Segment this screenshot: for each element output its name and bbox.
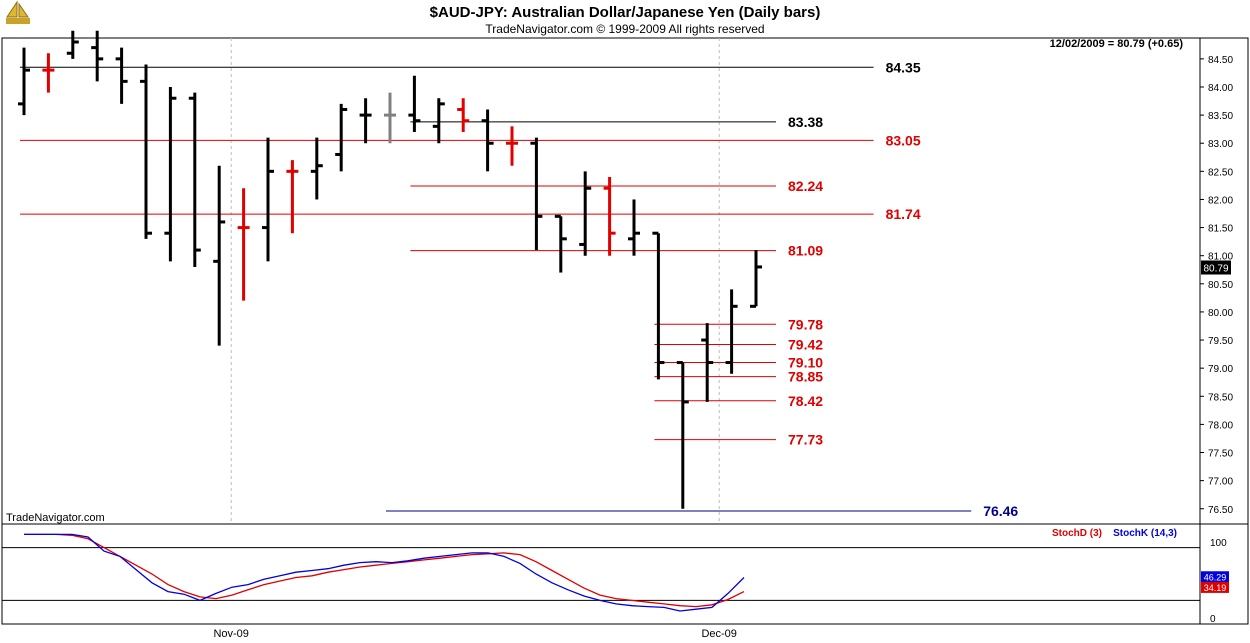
x-axis: Nov-09 Dec-09 [213,628,736,640]
ohlc-bar [506,126,518,166]
stochastic-lines [24,533,745,612]
level-label: 81.74 [886,206,921,222]
y-tick-label: 79.00 [1208,364,1233,375]
y-tick-label: 84.00 [1208,83,1233,94]
level-label: 78.85 [788,369,823,385]
ohlc-bar [628,199,640,256]
ohlc-bar [603,176,616,256]
ohlc-bar [384,92,396,144]
ohlc-bar [310,137,323,200]
ohlc-bar [286,160,299,234]
quote-readout: 12/02/2009 = 80.79 (+0.65) [1050,38,1184,50]
ohlc-bar [579,171,592,256]
ohlc-bar [262,137,274,262]
chart-title: $AUD-JPY: Australian Dollar/Japanese Yen… [430,4,821,21]
ohlc-bar [115,47,128,104]
sailboat-logo-icon [6,0,30,24]
legend-stoch-d: StochD (3) [1052,528,1102,539]
ohlc-bar [91,30,104,82]
y-tick-label: 82.50 [1208,167,1233,178]
chart-subtitle: TradeNavigator.com © 1999-2009 All right… [485,22,764,36]
level-label: 79.78 [788,316,823,332]
y-tick-label: 84.50 [1208,55,1233,66]
last-price-label: 80.79 [1203,264,1228,275]
stoch-k-value: 46.29 [1204,572,1227,582]
y-tick-label: 82.00 [1208,195,1233,206]
ohlc-bar [725,289,738,374]
ohlc-bar [164,86,177,262]
ohlc-bar [335,103,348,172]
ohlc-bar [750,250,762,308]
y-tick-label: 80.00 [1208,308,1233,319]
ohlc-bar [42,53,55,93]
last-price-box [1201,260,1231,275]
x-tick-label: Nov-09 [213,628,248,640]
ohlc-bar [676,361,689,509]
ohlc-bar [554,214,567,273]
level-label: 78.42 [788,393,823,409]
stoch-series-line [24,533,745,612]
ohlc-bar [408,75,421,132]
level-label: 83.38 [788,114,823,130]
ohlc-bar [359,98,372,144]
y-tick-label: 81.00 [1208,252,1233,263]
level-label: 79.42 [788,337,823,353]
stoch-d-value: 34.19 [1204,583,1227,593]
y-tick-label: 81.50 [1208,224,1233,235]
ohlc-bar [237,188,250,301]
level-label: 81.09 [788,243,823,259]
price-panel [1,37,1201,525]
watermark: TradeNavigator.com [6,512,105,524]
ohlc-bar [213,165,226,346]
x-tick-label: Dec-09 [701,628,736,640]
stoch-tick-label: 0 [1210,614,1216,625]
y-tick-label: 77.50 [1208,449,1233,460]
level-label: 84.35 [886,59,921,75]
price-axis-panel [1199,37,1249,525]
y-tick-label: 79.50 [1208,336,1233,347]
ohlc-bar [140,64,152,239]
stoch-d-value-box [1201,581,1229,593]
y-tick-label: 83.00 [1208,139,1233,150]
logo [6,0,30,24]
ohlc-bar [481,109,494,172]
y-tick-label: 77.00 [1208,477,1233,488]
level-label: 76.46 [983,503,1018,519]
support-resistance-levels: 84.35 83.38 83.05 82.24 81.74 81.09 79.78 79.42… [20,59,1018,519]
ohlc-bar [701,323,714,402]
ohlc-bar [66,30,79,59]
legend-stoch-k: StochK (14,3) [1113,528,1177,539]
level-label: 82.24 [788,178,823,194]
level-label: 79.10 [788,355,823,371]
ohlc-bar [432,98,445,144]
y-tick-label: 76.50 [1208,505,1233,516]
ohlc-bar [188,92,201,267]
y-tick-label: 80.50 [1208,280,1233,291]
y-tick-label: 78.50 [1208,392,1233,403]
ohlc-bars [18,30,762,509]
price-yticks: 84.50 84.00 83.50 83.00 82.50 82.00 81.50 81.00… [1200,55,1233,516]
stoch-tick-label: 100 [1210,538,1227,549]
stochastic-panel [1,523,1201,625]
last-price-marker: 80.79 [1201,260,1231,275]
stoch-k-value-box [1201,571,1229,583]
level-label: 83.05 [886,132,921,148]
y-tick-label: 83.50 [1208,111,1233,122]
ohlc-bar [652,231,665,380]
ohlc-bar [18,47,30,116]
stoch-series-line [24,533,745,608]
ohlc-bar [530,137,543,251]
level-label: 77.73 [788,432,823,448]
y-tick-label: 78.00 [1208,420,1233,431]
stochastic-legend: StochD (3) StochK (14,3) [1052,528,1177,539]
ohlc-bar [457,98,470,132]
